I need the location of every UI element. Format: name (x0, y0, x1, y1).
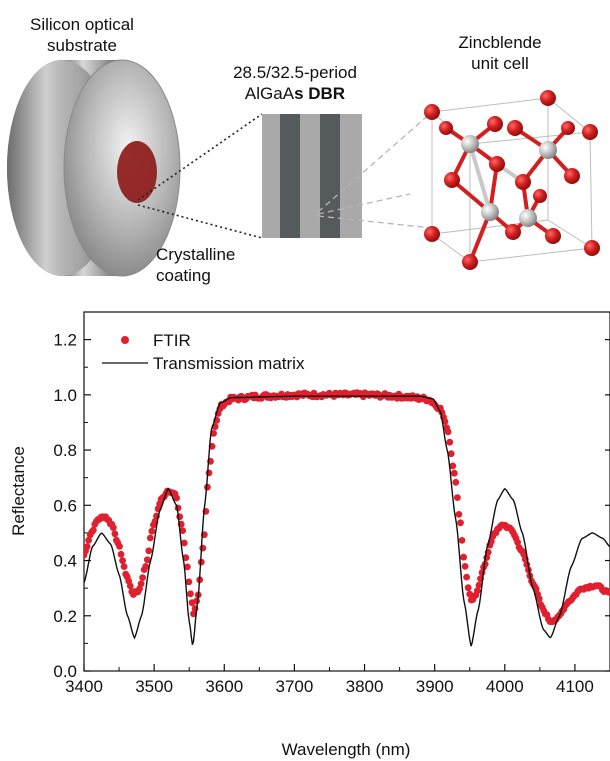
ftir-point-249 (464, 584, 472, 592)
ftir-point-73 (193, 597, 201, 605)
cell-label-line1: Zincblende (458, 33, 542, 52)
legend-ftir-marker (121, 336, 129, 344)
x-tick-label-7: 4100 (556, 677, 594, 696)
y-tick-label-2: 0.4 (53, 552, 77, 571)
ftir-point-68 (185, 578, 193, 586)
coating-label-line2: coating (156, 266, 211, 285)
legend: FTIR Transmission matrix (102, 331, 305, 373)
ftir-point-80 (204, 483, 211, 491)
x-tick-label-5: 3900 (416, 677, 454, 696)
zincblende-unit-cell (424, 90, 600, 270)
y-tick-label-5: 1.0 (53, 386, 77, 405)
ftir-point-237 (446, 438, 454, 446)
y-tick-label-0: 0.0 (53, 662, 77, 681)
ftir-point-37 (137, 580, 145, 588)
series-transmission-matrix-line (84, 395, 610, 647)
x-axis-label: Wavelength (nm) (282, 740, 411, 759)
ftir-point-19 (109, 524, 117, 531)
y-axis-label: Reflectance (9, 446, 28, 536)
ftir-point-260 (481, 560, 489, 568)
substrate-label: Silicon optical substrate (2, 14, 162, 56)
ftir-point-238 (447, 450, 455, 458)
y-axis: 0.0 0.2 0.4 0.6 0.8 1.0 1.2 (53, 331, 610, 681)
y-tick-label-1: 0.2 (53, 607, 77, 626)
x-tick-label-1: 3500 (135, 677, 173, 696)
x-axis: 3400 3500 3600 3700 3800 3900 4000 4100 (65, 664, 594, 696)
ftir-point-295 (535, 595, 543, 603)
dbr-label: 28.5/32.5-period AlGaAs DBR (210, 62, 380, 104)
ftir-point-6 (89, 526, 97, 534)
ftir-point-24 (117, 550, 125, 558)
x-tick-label-2: 3600 (205, 677, 243, 696)
legend-ftir-label: FTIR (153, 331, 191, 350)
ftir-point-23 (116, 543, 123, 550)
dbr-label-line2b: s DBR (294, 84, 346, 103)
ftir-point-244 (457, 519, 464, 527)
dbr-label-line1: 28.5/32.5-period (233, 63, 357, 82)
plot-frame (83, 311, 610, 672)
schematic-figure (7, 59, 600, 277)
ftir-point-42 (145, 547, 153, 555)
dbr-stack (262, 114, 362, 238)
zoom-lines-dbr (137, 113, 263, 239)
ftir-point-3 (85, 536, 92, 544)
ftir-point-241 (452, 478, 460, 486)
substrate-label-line2: substrate (47, 36, 117, 55)
cell-label: Zincblende unit cell (430, 32, 570, 74)
ftir-point-66 (182, 554, 190, 562)
y-tick-label-6: 1.2 (53, 331, 77, 350)
ftir-point-236 (444, 428, 452, 436)
series-layer (84, 389, 610, 647)
ftir-point-2 (84, 543, 91, 551)
zoom-lines-cell (317, 111, 433, 229)
x-tick-label-0: 3400 (65, 677, 103, 696)
ftir-point-242 (454, 494, 461, 501)
ftir-point-246 (460, 553, 467, 561)
ftir-point-240 (450, 469, 458, 477)
ftir-point-44 (148, 527, 156, 535)
ftir-point-69 (187, 590, 194, 598)
ftir-point-67 (184, 563, 191, 571)
x-tick-label-4: 3800 (346, 677, 384, 696)
substrate-label-line1: Silicon optical (30, 15, 134, 34)
ftir-point-20 (111, 530, 119, 538)
ftir-point-64 (179, 527, 187, 534)
ftir-point-247 (461, 563, 469, 570)
legend-tm-label: Transmission matrix (153, 354, 305, 373)
plot-border (83, 311, 610, 672)
ftir-point-30 (126, 582, 134, 590)
ftir-point-248 (463, 573, 470, 581)
ftir-point-26 (120, 563, 128, 570)
cell-label-line2: unit cell (471, 54, 529, 73)
ftir-point-65 (180, 539, 188, 547)
ftir-point-81 (205, 469, 213, 477)
ftir-point-256 (475, 581, 483, 589)
crystalline-coating-spot (117, 141, 157, 203)
ftir-point-245 (458, 537, 466, 544)
coating-label: Crystalline coating (156, 244, 266, 286)
dbr-label-line2a: AlGaA (244, 84, 295, 103)
dbr-label-line2: AlGaAs DBR (210, 83, 380, 104)
x-tick-label-3: 3700 (275, 677, 313, 696)
ftir-point-41 (143, 556, 151, 564)
ftir-point-60 (173, 494, 181, 502)
coating-label-line1: Crystalline (156, 245, 236, 264)
x-tick-label-6: 4000 (486, 677, 524, 696)
ftir-point-84 (210, 430, 218, 437)
ftir-point-43 (146, 534, 154, 542)
y-tick-label-4: 0.8 (53, 441, 77, 460)
ftir-point-243 (455, 511, 463, 518)
ftir-point-25 (119, 557, 126, 565)
ftir-point-77 (199, 544, 207, 552)
ftir-point-340 (605, 588, 610, 596)
ftir-point-255 (474, 587, 481, 595)
ftir-point-239 (449, 462, 457, 470)
ftir-point-71 (190, 610, 197, 618)
ftir-point-38 (139, 574, 147, 581)
ftir-point-40 (142, 563, 150, 570)
ftir-point-281 (514, 538, 521, 546)
y-tick-label-3: 0.6 (53, 496, 77, 515)
